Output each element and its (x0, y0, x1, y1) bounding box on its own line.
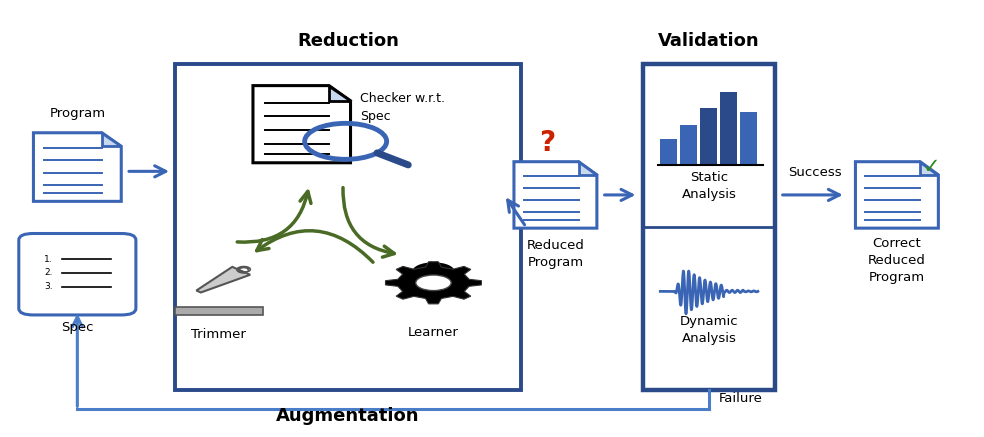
Text: Dynamic
Analysis: Dynamic Analysis (680, 315, 738, 345)
Text: 1.: 1. (44, 255, 52, 264)
Polygon shape (514, 162, 597, 228)
Text: Trimmer: Trimmer (191, 328, 246, 341)
Circle shape (415, 275, 452, 291)
Text: Correct
Reduced
Program: Correct Reduced Program (868, 237, 926, 284)
Bar (700, 108, 716, 165)
FancyBboxPatch shape (175, 64, 522, 390)
Polygon shape (579, 162, 597, 175)
Text: Spec: Spec (61, 321, 93, 334)
Bar (175, 307, 263, 315)
Circle shape (412, 262, 455, 281)
FancyBboxPatch shape (644, 64, 775, 390)
FancyBboxPatch shape (19, 233, 136, 315)
Text: Validation: Validation (658, 31, 760, 50)
Text: 3.: 3. (44, 282, 52, 291)
FancyBboxPatch shape (188, 70, 509, 385)
Polygon shape (102, 133, 121, 146)
Text: Success: Success (788, 166, 842, 179)
Text: Failure: Failure (719, 392, 763, 405)
Text: Reduction: Reduction (297, 31, 400, 50)
Text: Reduced
Program: Reduced Program (526, 239, 584, 269)
Text: Program: Program (49, 107, 105, 120)
Text: Static
Analysis: Static Analysis (682, 171, 736, 201)
Text: ✓: ✓ (923, 157, 941, 177)
Text: Learner: Learner (408, 326, 459, 339)
Text: ?: ? (539, 129, 555, 157)
Bar (680, 125, 697, 165)
Polygon shape (855, 162, 939, 228)
Text: 2.: 2. (44, 268, 52, 277)
Text: Checker w.r.t.
Spec: Checker w.r.t. Spec (360, 91, 446, 122)
Polygon shape (329, 86, 350, 101)
Polygon shape (405, 277, 461, 294)
Polygon shape (386, 262, 481, 304)
Polygon shape (33, 133, 121, 201)
Polygon shape (920, 162, 939, 175)
Bar (660, 139, 677, 165)
Text: Augmentation: Augmentation (277, 407, 420, 425)
Polygon shape (253, 86, 350, 163)
Bar (740, 112, 757, 165)
Polygon shape (197, 267, 250, 292)
Bar (720, 92, 737, 165)
